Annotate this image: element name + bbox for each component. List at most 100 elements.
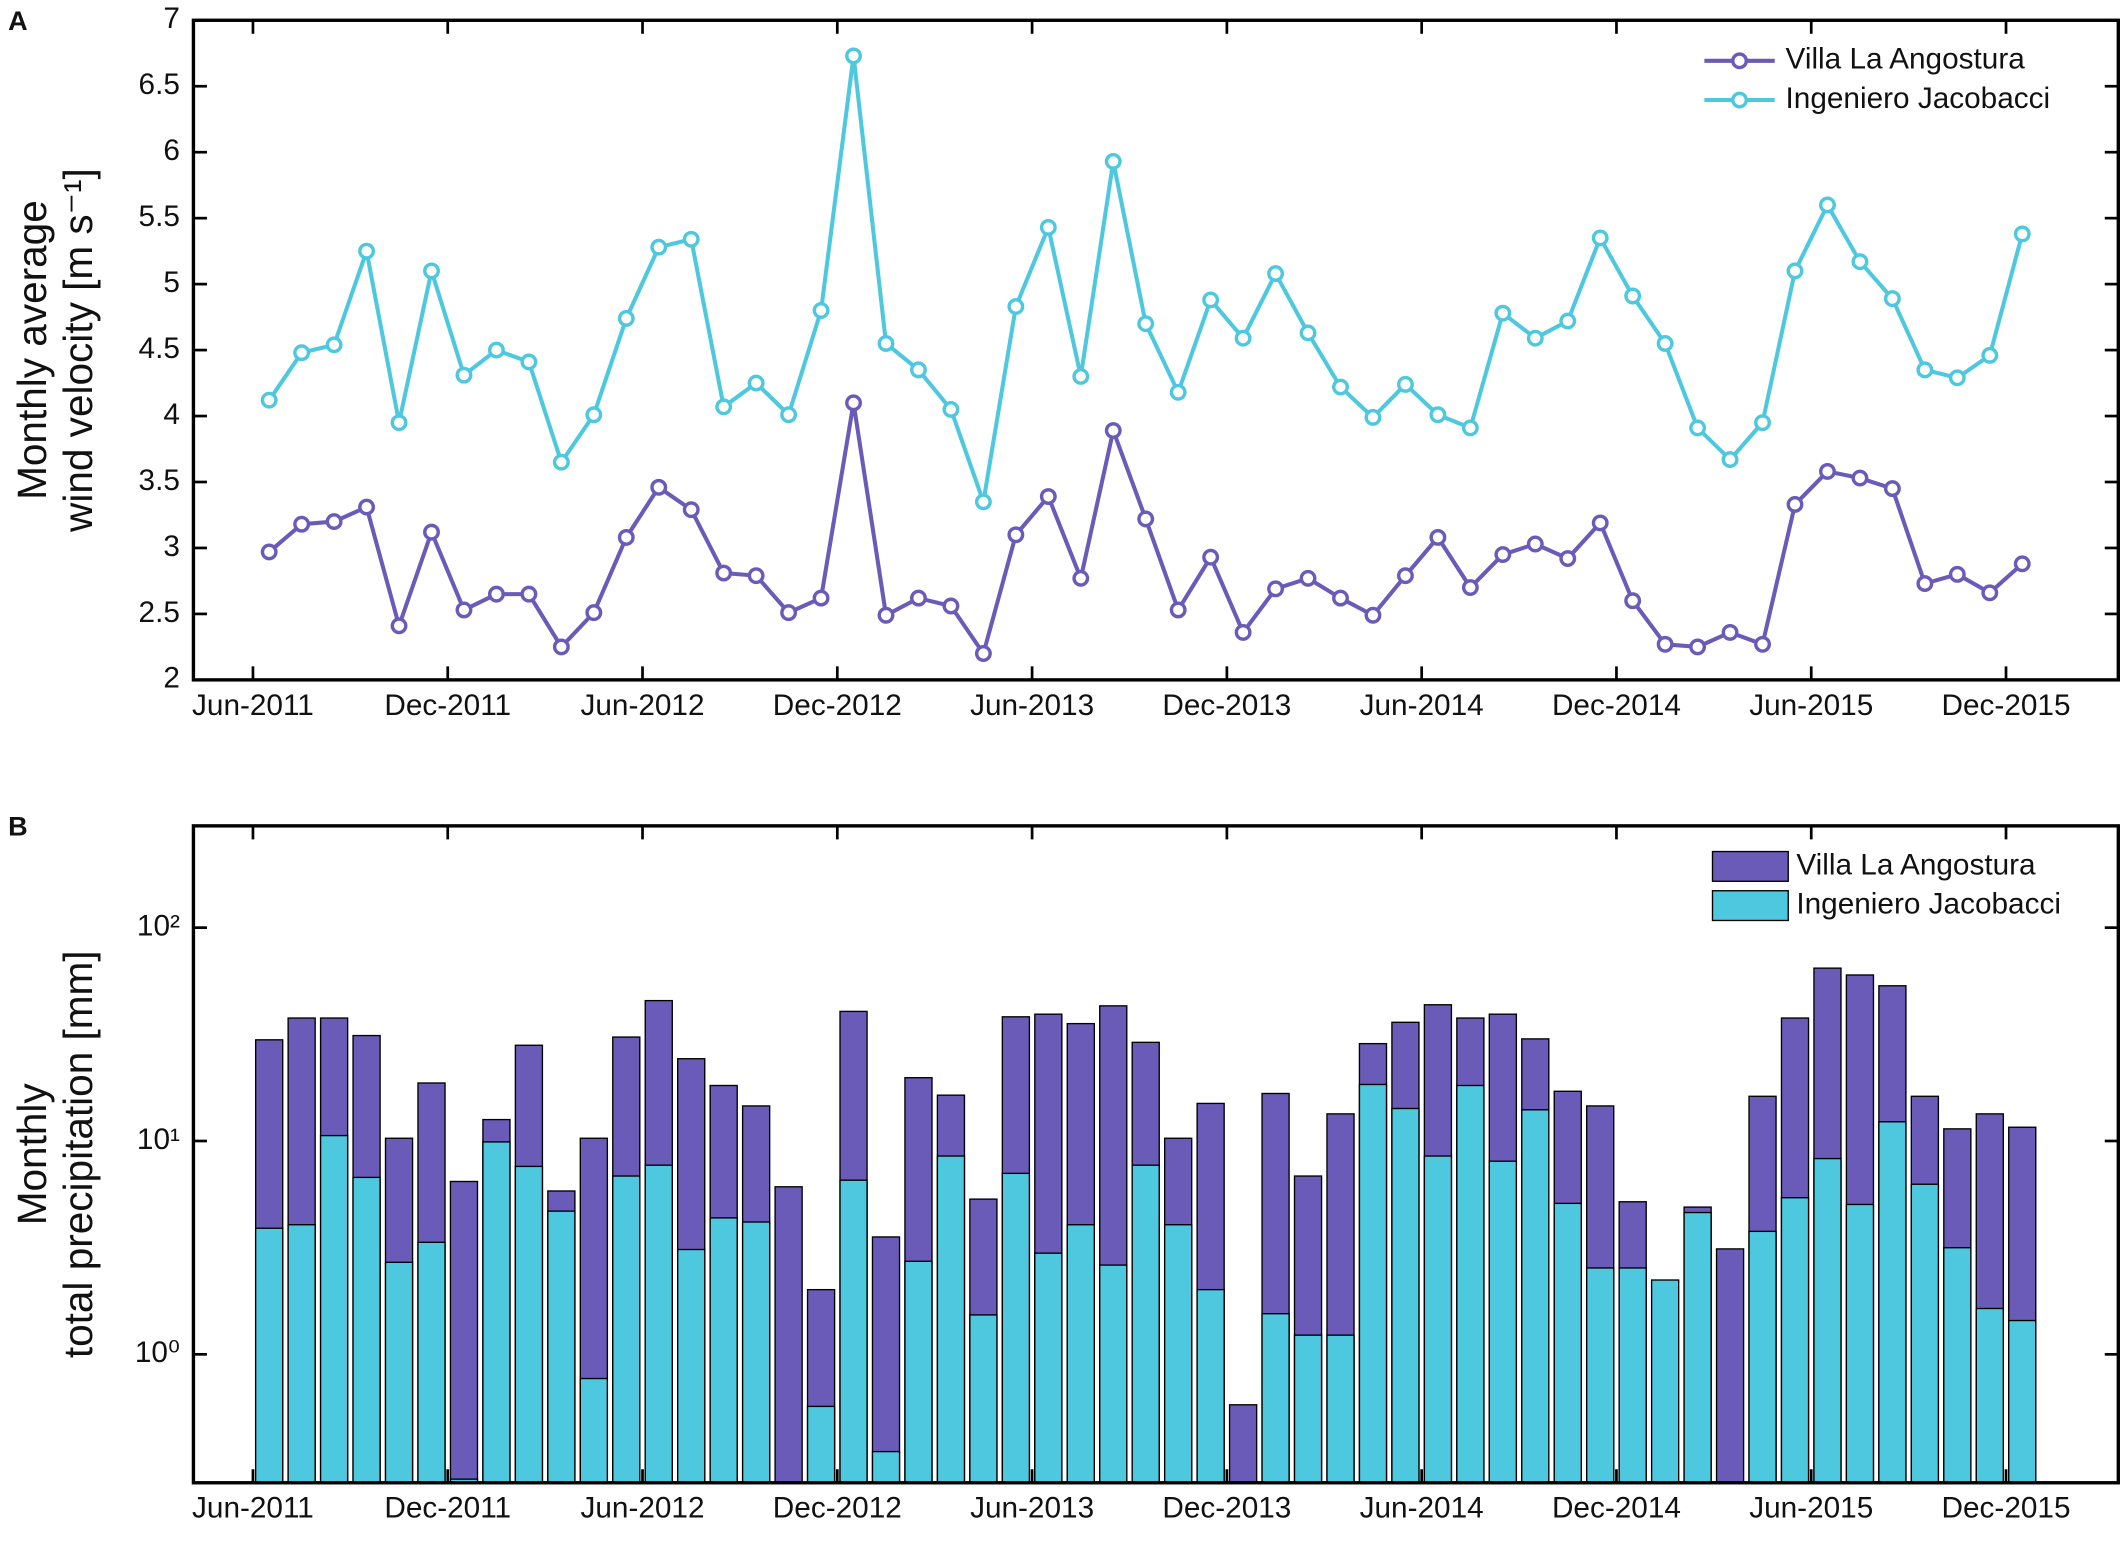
bar — [1715, 1248, 1745, 1484]
point — [1039, 488, 1057, 505]
point — [1137, 510, 1155, 528]
y-tick-label: 5 — [163, 266, 180, 299]
series-line — [267, 55, 2025, 503]
x-tick-label: Dec-2015 — [1942, 689, 2071, 722]
bar — [1586, 1267, 1615, 1484]
point — [1299, 324, 1317, 342]
point — [1624, 287, 1642, 305]
point — [260, 543, 278, 561]
bar — [1943, 1247, 1972, 1484]
point — [812, 302, 830, 319]
point — [942, 597, 960, 615]
point — [1137, 315, 1155, 333]
bar — [1358, 1083, 1388, 1484]
point — [910, 361, 927, 379]
point — [1981, 346, 1999, 364]
point — [1104, 422, 1122, 439]
point — [1883, 480, 1901, 498]
point — [293, 515, 311, 533]
point — [1819, 462, 1836, 480]
bar — [1196, 1288, 1225, 1484]
bar — [1553, 1202, 1582, 1484]
point — [877, 335, 895, 352]
x-tick-label: Dec-2013 — [1162, 1492, 1291, 1525]
point — [1364, 606, 1382, 624]
point — [1754, 635, 1771, 653]
point — [1656, 635, 1674, 653]
point — [1591, 229, 1609, 247]
y-tick-label: 3 — [163, 530, 180, 563]
bar — [1456, 1084, 1485, 1484]
point — [325, 336, 343, 354]
point — [1332, 378, 1349, 396]
point — [1948, 565, 1966, 583]
point — [1461, 579, 1479, 596]
point — [650, 238, 668, 256]
point — [650, 478, 668, 496]
bar — [1326, 1334, 1355, 1484]
point — [2013, 225, 2031, 243]
point — [747, 374, 765, 392]
bar — [1813, 1157, 1842, 1484]
point — [1754, 414, 1771, 432]
y-tick-label: 6.5 — [139, 68, 180, 101]
point — [1981, 584, 1999, 602]
bar — [677, 1248, 706, 1484]
point — [1916, 361, 1934, 379]
y-tick-label: 5.5 — [139, 200, 180, 233]
point — [260, 391, 278, 409]
x-tick-label: Jun-2012 — [580, 1492, 704, 1525]
point — [1267, 265, 1285, 283]
point — [1072, 569, 1090, 587]
bar — [1910, 1183, 1940, 1484]
point — [520, 353, 538, 371]
bar — [254, 1227, 284, 1484]
bar — [904, 1260, 933, 1484]
bar — [1001, 1172, 1031, 1484]
point — [552, 638, 570, 656]
bar — [741, 1221, 771, 1484]
bar — [1261, 1313, 1290, 1484]
bar — [1975, 1307, 2004, 1484]
legend-label: Villa La Angostura — [1796, 848, 2036, 881]
bar — [1066, 1224, 1095, 1484]
bar — [1163, 1224, 1193, 1484]
x-tick-label: Dec-2015 — [1942, 1492, 2071, 1525]
bar — [547, 1210, 576, 1484]
point — [1007, 526, 1025, 544]
bar — [384, 1261, 414, 1484]
bar — [579, 1377, 609, 1484]
x-tick-label: Jun-2013 — [970, 1492, 1094, 1525]
bar — [482, 1141, 511, 1484]
bar — [1748, 1230, 1777, 1484]
y-tick-label: 2 — [163, 662, 180, 695]
x-tick-label: Jun-2015 — [1749, 1492, 1873, 1525]
point — [1104, 152, 1122, 170]
bar — [774, 1186, 803, 1484]
x-tick-label: Dec-2012 — [773, 1492, 902, 1525]
point — [910, 589, 927, 607]
point — [1689, 638, 1707, 656]
y-tick-label: 10⁰ — [135, 1336, 180, 1369]
point — [1396, 375, 1414, 393]
point — [1299, 569, 1317, 587]
bar — [839, 1179, 868, 1484]
point — [1234, 329, 1252, 347]
x-tick-label: Jun-2011 — [192, 1492, 314, 1525]
bar — [287, 1224, 316, 1484]
bar — [449, 1180, 479, 1484]
y-tick-label: 10² — [137, 910, 180, 943]
point — [358, 242, 376, 260]
point — [1526, 535, 1544, 553]
legend-swatch — [1711, 850, 1789, 882]
point — [423, 262, 440, 280]
legend-swatch — [1711, 890, 1789, 922]
bar — [1650, 1279, 1680, 1484]
point — [1202, 291, 1220, 309]
point — [1721, 451, 1739, 469]
point — [390, 414, 408, 432]
bar — [1780, 1197, 1810, 1484]
point — [1169, 383, 1187, 401]
x-tick-label: Dec-2014 — [1552, 1492, 1681, 1525]
